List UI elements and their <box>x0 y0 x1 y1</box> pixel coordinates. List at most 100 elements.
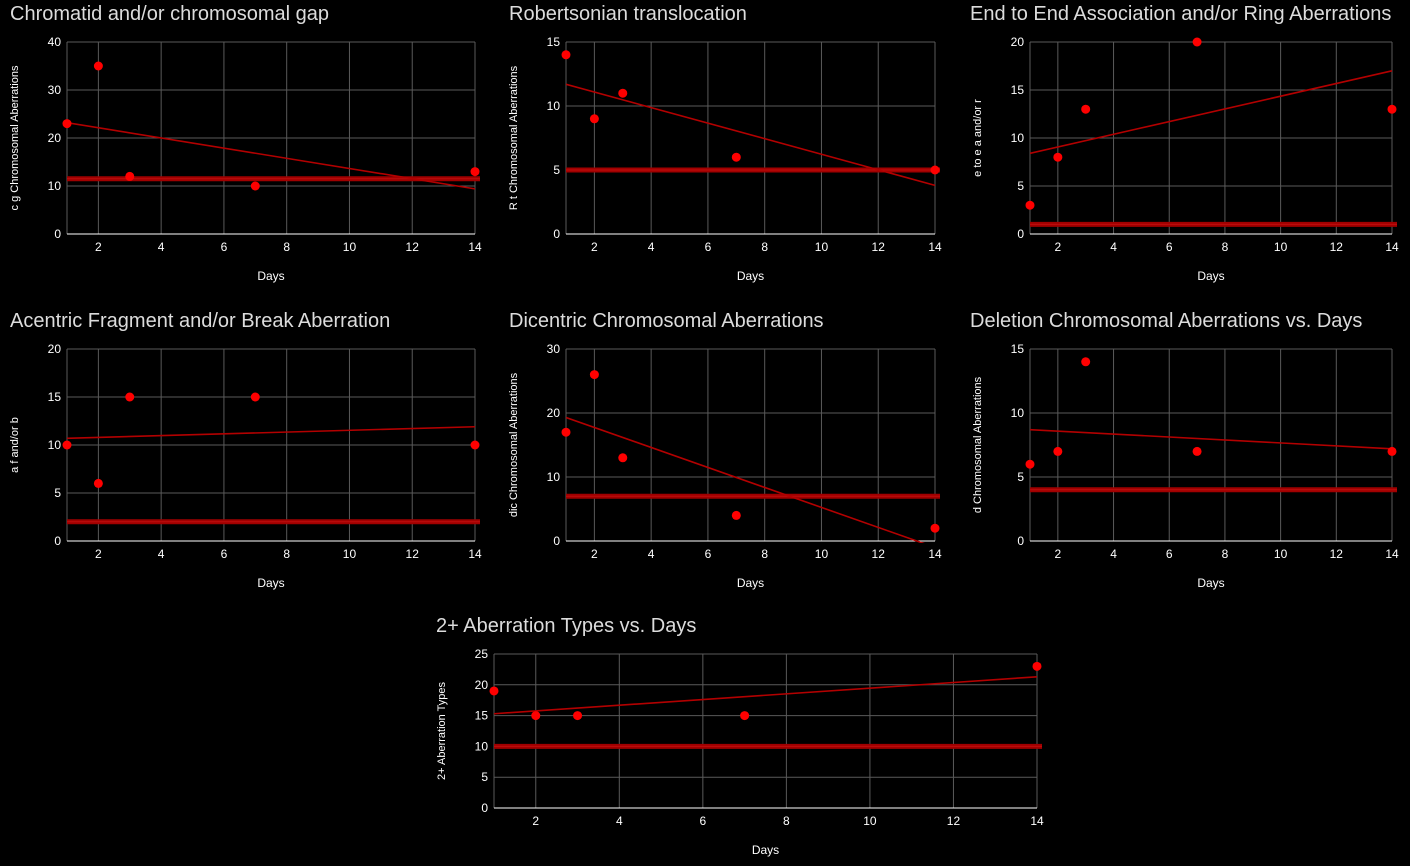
x-tick-label: 10 <box>815 240 829 254</box>
y-tick-label: 0 <box>553 227 560 241</box>
x-tick-label: 14 <box>1385 547 1399 561</box>
y-tick-label: 40 <box>48 35 62 49</box>
y-tick-label: 10 <box>48 438 62 452</box>
x-tick-label: 4 <box>648 240 655 254</box>
x-tick-label: 12 <box>872 240 886 254</box>
x-tick-label: 10 <box>343 547 357 561</box>
y-tick-label: 5 <box>1017 179 1024 193</box>
x-tick-label: 2 <box>1055 240 1062 254</box>
x-tick-label: 10 <box>815 547 829 561</box>
x-tick-label: 6 <box>1166 547 1173 561</box>
x-tick-label: 8 <box>283 547 290 561</box>
y-tick-label: 20 <box>48 342 62 356</box>
trendline <box>67 121 476 190</box>
x-axis-label: Days <box>257 269 284 283</box>
data-point <box>561 50 571 60</box>
x-tick-label: 4 <box>616 814 623 828</box>
data-point <box>1025 459 1035 469</box>
y-tick-label: 10 <box>1011 131 1025 145</box>
x-tick-label: 2 <box>95 547 102 561</box>
y-tick-label: 0 <box>54 227 61 241</box>
trendline <box>566 83 936 187</box>
x-tick-label: 2 <box>591 240 598 254</box>
chart-title: End to End Association and/or Ring Aberr… <box>970 3 1392 25</box>
y-axis-label: c g Chromosomal Aberrations <box>9 65 21 210</box>
y-axis-label: a f and/or b <box>9 417 21 473</box>
data-point <box>589 114 599 124</box>
y-tick-label: 30 <box>547 342 561 356</box>
data-point <box>1192 446 1202 456</box>
data-point <box>62 440 72 450</box>
x-tick-label: 6 <box>705 240 712 254</box>
y-tick-label: 20 <box>1011 35 1025 49</box>
trendline <box>566 416 925 543</box>
data-point <box>93 478 103 488</box>
data-point <box>618 88 628 98</box>
x-tick-label: 12 <box>406 240 420 254</box>
data-point <box>62 119 72 129</box>
x-axis-label: Days <box>737 576 764 590</box>
data-point <box>930 523 940 533</box>
chart-title: Chromatid and/or chromosomal gap <box>10 3 330 25</box>
x-tick-label: 2 <box>591 547 598 561</box>
y-tick-label: 20 <box>475 678 489 692</box>
data-point <box>930 165 940 175</box>
x-tick-label: 10 <box>1274 240 1288 254</box>
y-tick-label: 5 <box>481 770 488 784</box>
y-tick-label: 15 <box>1011 83 1025 97</box>
x-tick-label: 4 <box>158 547 165 561</box>
y-tick-label: 20 <box>547 406 561 420</box>
x-tick-label: 14 <box>468 240 482 254</box>
x-tick-label: 2 <box>532 814 539 828</box>
y-tick-label: 5 <box>553 163 560 177</box>
x-tick-label: 8 <box>761 240 768 254</box>
x-tick-label: 14 <box>1385 240 1399 254</box>
chart-title: Deletion Chromosomal Aberrations vs. Day… <box>970 310 1363 332</box>
data-point <box>731 510 741 520</box>
data-point <box>731 152 741 162</box>
x-tick-label: 12 <box>406 547 420 561</box>
y-axis-label: 2+ Aberration Types <box>436 682 448 780</box>
x-tick-label: 8 <box>783 814 790 828</box>
data-point <box>561 427 571 437</box>
x-tick-label: 4 <box>648 547 655 561</box>
y-tick-label: 10 <box>547 99 561 113</box>
y-tick-label: 5 <box>1017 470 1024 484</box>
x-tick-label: 6 <box>700 814 707 828</box>
data-point <box>125 392 135 402</box>
y-axis-label: d Chromosomal Aberrations <box>972 376 984 513</box>
chart-title: Acentric Fragment and/or Break Aberratio… <box>10 310 391 332</box>
x-axis-label: Days <box>1197 269 1224 283</box>
trendline <box>1030 70 1393 155</box>
data-point <box>740 711 750 721</box>
data-point <box>1081 104 1091 114</box>
data-point <box>618 453 628 463</box>
data-point <box>1387 104 1397 114</box>
x-tick-label: 12 <box>1330 547 1344 561</box>
data-point <box>1053 152 1063 162</box>
x-axis-label: Days <box>737 269 764 283</box>
data-point <box>250 181 260 191</box>
x-tick-label: 2 <box>1055 547 1062 561</box>
x-tick-label: 2 <box>95 240 102 254</box>
y-axis-label: R t Chromosomal Aberrations <box>508 65 520 210</box>
data-point <box>531 711 541 721</box>
x-tick-label: 6 <box>705 547 712 561</box>
y-tick-label: 15 <box>475 709 489 723</box>
x-tick-label: 10 <box>863 814 877 828</box>
data-point <box>93 61 103 71</box>
data-point <box>470 440 480 450</box>
y-tick-label: 5 <box>54 486 61 500</box>
x-axis-label: Days <box>1197 576 1224 590</box>
x-tick-label: 14 <box>1030 814 1044 828</box>
data-point <box>1081 357 1091 367</box>
data-point <box>125 171 135 181</box>
y-tick-label: 30 <box>48 83 62 97</box>
data-point <box>1053 446 1063 456</box>
x-tick-label: 8 <box>283 240 290 254</box>
x-tick-label: 8 <box>1222 547 1229 561</box>
